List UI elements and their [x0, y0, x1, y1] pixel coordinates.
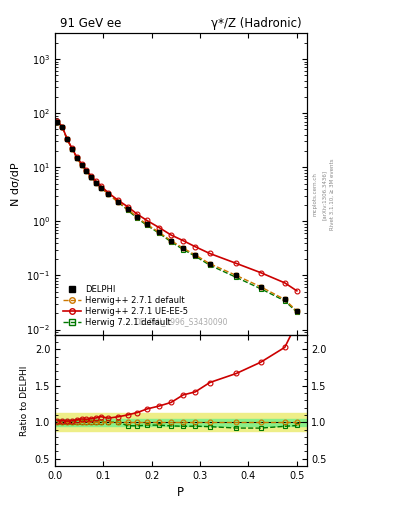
- Text: [arXiv:1306.3436]: [arXiv:1306.3436]: [321, 169, 327, 220]
- Y-axis label: Ratio to DELPHI: Ratio to DELPHI: [20, 365, 29, 436]
- Text: DELPHI_1996_S3430090: DELPHI_1996_S3430090: [134, 317, 228, 326]
- Legend: DELPHI, Herwig++ 2.7.1 default, Herwig++ 2.7.1 UE-EE-5, Herwig 7.2.1 default: DELPHI, Herwig++ 2.7.1 default, Herwig++…: [59, 282, 191, 331]
- Y-axis label: N dσ/dP: N dσ/dP: [11, 162, 21, 206]
- Text: γ*/Z (Hadronic): γ*/Z (Hadronic): [211, 17, 301, 30]
- Text: mcplots.cern.ch: mcplots.cern.ch: [312, 173, 318, 217]
- Text: Rivet 3.1.10, ≥ 3M events: Rivet 3.1.10, ≥ 3M events: [330, 159, 335, 230]
- Text: 91 GeV ee: 91 GeV ee: [60, 17, 121, 30]
- X-axis label: P: P: [177, 486, 184, 499]
